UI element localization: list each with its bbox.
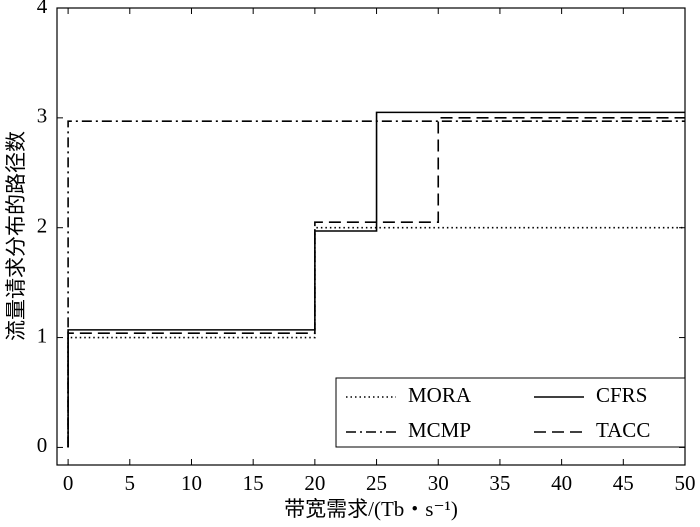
series-line bbox=[67, 120, 685, 448]
plot-frame bbox=[56, 7, 686, 466]
y-axis-label: 流量请求分布的路径数 bbox=[4, 131, 28, 341]
x-tick-label: 30 bbox=[428, 471, 449, 495]
x-tick-label: 15 bbox=[243, 471, 264, 495]
x-tick-label: 0 bbox=[63, 471, 74, 495]
series-line bbox=[67, 117, 685, 448]
legend-label: MORA bbox=[408, 383, 472, 407]
x-tick-label: 35 bbox=[489, 471, 510, 495]
x-tick-label: 25 bbox=[366, 471, 387, 495]
y-tick-label: 1 bbox=[37, 323, 48, 347]
x-tick-label: 5 bbox=[125, 471, 136, 495]
series-line bbox=[67, 226, 685, 448]
x-tick-label: 50 bbox=[675, 471, 696, 495]
y-tick-label: 0 bbox=[37, 433, 48, 457]
legend-box bbox=[335, 377, 686, 448]
y-tick-label: 2 bbox=[37, 214, 48, 238]
x-tick-label: 10 bbox=[181, 471, 202, 495]
y-tick-label: 3 bbox=[37, 104, 48, 128]
x-tick-label: 45 bbox=[613, 471, 634, 495]
x-axis-label: 带宽需求/(Tb・s⁻¹) bbox=[284, 497, 458, 521]
legend-label: MCMP bbox=[408, 418, 471, 442]
series-line bbox=[67, 111, 685, 448]
legend-label: TACC bbox=[596, 418, 650, 442]
x-tick-label: 40 bbox=[551, 471, 572, 495]
y-tick-label: 4 bbox=[37, 0, 48, 18]
legend-label: CFRS bbox=[596, 383, 647, 407]
x-tick-label: 20 bbox=[304, 471, 325, 495]
